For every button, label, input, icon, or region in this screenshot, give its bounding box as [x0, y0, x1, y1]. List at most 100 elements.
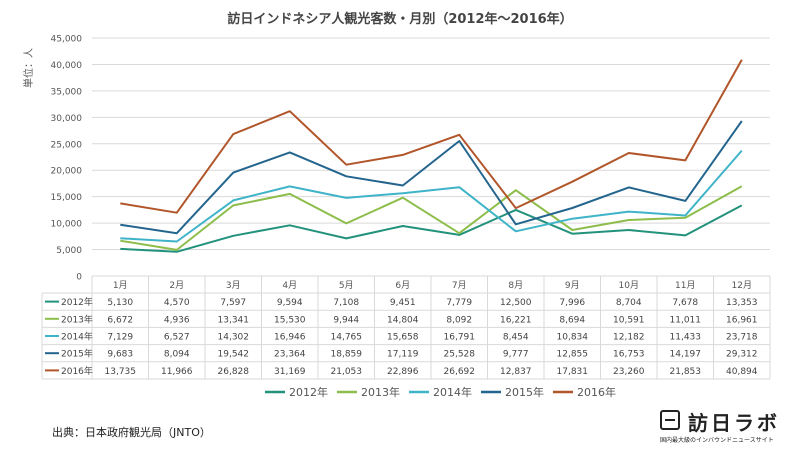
data-label: 7,129 — [107, 333, 133, 343]
data-label: 12,500 — [500, 298, 532, 308]
legend-label: 2014年 — [433, 385, 472, 399]
data-label: 16,221 — [500, 315, 532, 325]
x-tick-label: 4月 — [282, 280, 297, 291]
data-label: 14,765 — [331, 333, 363, 343]
data-label: 11,966 — [161, 367, 193, 377]
x-tick-label: 7月 — [452, 280, 467, 291]
legend-label: 2012年 — [289, 385, 328, 399]
data-label: 10,591 — [613, 315, 645, 325]
y-tick-label: 35,000 — [51, 87, 83, 97]
data-label: 6,527 — [164, 333, 190, 343]
data-label: 9,594 — [277, 298, 303, 308]
x-tick-label: 5月 — [339, 280, 354, 291]
data-label: 11,433 — [670, 333, 702, 343]
data-label: 25,528 — [444, 350, 476, 360]
data-label: 23,718 — [726, 333, 758, 343]
x-tick-label: 2月 — [169, 280, 184, 291]
data-label: 16,946 — [274, 333, 306, 343]
data-label: 4,570 — [164, 298, 190, 308]
x-tick-label: 11月 — [675, 280, 695, 291]
data-label: 14,804 — [387, 315, 419, 325]
y-tick-label: 10,000 — [51, 220, 83, 230]
data-label: 22,896 — [387, 367, 419, 377]
x-tick-label: 1月 — [113, 280, 128, 291]
data-label: 9,683 — [107, 350, 133, 360]
data-label: 16,791 — [444, 333, 476, 343]
table-series-label: 2012年 — [61, 296, 93, 308]
series-line-2016年 — [120, 59, 743, 214]
y-tick-label: 45,000 — [51, 35, 83, 45]
x-tick-label: 8月 — [508, 280, 523, 291]
data-label: 4,936 — [164, 315, 190, 325]
data-label: 14,197 — [670, 350, 702, 360]
data-label: 31,169 — [274, 367, 306, 377]
data-label: 16,753 — [613, 350, 645, 360]
data-label: 21,053 — [331, 367, 363, 377]
data-label: 9,944 — [333, 315, 359, 325]
data-label: 12,182 — [613, 333, 645, 343]
table-series-label: 2016年 — [61, 365, 93, 377]
data-label: 11,011 — [670, 315, 702, 325]
table-series-label: 2014年 — [61, 331, 93, 343]
data-label: 29,312 — [726, 350, 758, 360]
series-line-2015年 — [120, 120, 743, 235]
data-label: 40,894 — [726, 367, 758, 377]
data-label: 18,859 — [331, 350, 363, 360]
x-tick-label: 10月 — [619, 280, 639, 291]
data-label: 8,704 — [616, 298, 642, 308]
data-label: 7,996 — [559, 298, 585, 308]
table-series-label: 2013年 — [61, 313, 93, 325]
data-label: 19,542 — [218, 350, 250, 360]
data-label: 16,961 — [726, 315, 758, 325]
grid-lines — [92, 37, 770, 277]
series-line-2012年 — [120, 204, 743, 253]
y-tick-label: 25,000 — [51, 140, 83, 150]
data-label: 17,119 — [387, 350, 419, 360]
data-table: 1月 2月 3月 4月 5月 6月 7月 8月 9月 10月 11月 12月 2012年 5,130 4,5… — [41, 275, 771, 380]
data-label: 13,353 — [726, 298, 758, 308]
data-label: 8,454 — [503, 333, 529, 343]
data-label: 14,302 — [218, 333, 250, 343]
legend-label: 2016年 — [577, 385, 616, 399]
y-tick-label: 30,000 — [51, 114, 83, 124]
logo: 訪日ラボ 国内最大級のインバウンドニュースサイト — [660, 408, 795, 448]
series-line-2013年 — [120, 185, 743, 251]
data-label: 21,853 — [670, 367, 702, 377]
data-label: 7,108 — [333, 298, 359, 308]
table-series-label: 2015年 — [61, 348, 93, 360]
data-label: 9,451 — [390, 298, 416, 308]
y-tick-label: 40,000 — [51, 61, 83, 71]
x-tick-label: 3月 — [226, 280, 241, 291]
y-tick-label: 20,000 — [51, 167, 83, 177]
series-lines — [120, 59, 743, 253]
data-label: 26,828 — [218, 367, 250, 377]
data-label: 26,692 — [444, 367, 476, 377]
data-label: 13,735 — [105, 367, 137, 377]
data-label: 5,130 — [107, 298, 133, 308]
chart-title: 訪日インドネシア人観光客数・月別（2012年～2016年） — [227, 12, 573, 27]
logo-tagline: 国内最大級のインバウンドニュースサイト — [660, 437, 774, 444]
logo-icon — [660, 410, 680, 430]
y-tick-label: 5,000 — [56, 246, 82, 256]
data-label: 7,678 — [672, 298, 698, 308]
y-axis-tick-labels: 0 5,000 10,000 15,000 20,000 25,000 30,000 35,0… — [51, 35, 83, 283]
data-label: 8,092 — [446, 315, 472, 325]
series-line-2014年 — [120, 149, 743, 243]
data-label: 10,834 — [557, 333, 589, 343]
y-tick-label: 15,000 — [51, 193, 83, 203]
x-tick-label: 6月 — [395, 280, 410, 291]
data-label: 8,094 — [164, 350, 190, 360]
legend: 2012年 2013年 2014年 2015年 2016年 — [265, 385, 616, 399]
data-label: 7,779 — [446, 298, 472, 308]
source-note: 出典：日本政府観光局（JNTO） — [52, 426, 211, 439]
data-label: 23,260 — [613, 367, 645, 377]
data-label: 13,341 — [218, 315, 250, 325]
y-axis-label: 単位：人 — [22, 48, 35, 88]
data-label: 12,837 — [500, 367, 532, 377]
data-label: 9,777 — [503, 350, 529, 360]
logo-name: 訪日ラボ — [688, 411, 780, 435]
data-label: 12,855 — [557, 350, 589, 360]
x-tick-label: 9月 — [565, 280, 580, 291]
legend-label: 2013年 — [361, 385, 400, 399]
data-label: 8,694 — [559, 315, 585, 325]
